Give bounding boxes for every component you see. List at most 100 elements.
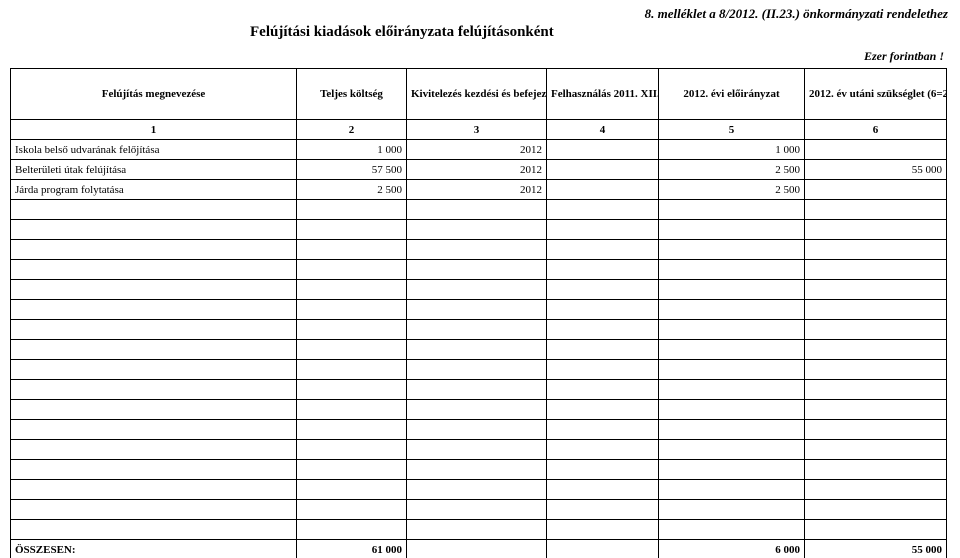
cell-blank [547,280,659,300]
cell-blank [297,220,407,240]
cell-blank [547,400,659,420]
cell-blank [407,480,547,500]
cell-blank [297,440,407,460]
cell-cost: 57 500 [297,160,407,180]
table-row [11,200,947,220]
col-header-plan: 2012. évi előirányzat [659,69,805,120]
cell-blank [407,520,547,540]
cell-blank [805,220,947,240]
cell-blank [547,360,659,380]
cell-blank [805,360,947,380]
cell-blank [659,300,805,320]
cell-years: 2012 [407,140,547,160]
cell-blank [11,420,297,440]
cell-blank [297,480,407,500]
table-row [11,320,947,340]
cell-blank [11,520,297,540]
page-title: Felújítási kiadások előirányzata felújít… [250,24,950,41]
cell-blank [547,340,659,360]
cell-blank [547,460,659,480]
cell-name: Belterületi útak felújítása [11,160,297,180]
cell-blank [407,320,547,340]
table-row [11,340,947,360]
cell-cost: 2 500 [297,180,407,200]
cell-blank [11,360,297,380]
col-header-name: Felújítás megnevezése [11,69,297,120]
col-header-after: 2012. év utáni szükséglet (6=2 - 4 - 5) [805,69,947,120]
table-row [11,520,947,540]
cell-blank [407,460,547,480]
cell-blank [297,380,407,400]
total-plan: 6 000 [659,540,805,558]
unit-note: Ezer forintban ! [10,49,944,64]
cell-blank [297,340,407,360]
cell-plan: 2 500 [659,180,805,200]
cell-cost: 1 000 [297,140,407,160]
col-header-cost: Teljes költség [297,69,407,120]
table-row: Iskola belső udvarának felőjítása1 00020… [11,140,947,160]
table-row [11,480,947,500]
cell-blank [297,300,407,320]
cell-blank [659,200,805,220]
col-header-use: Felhasználás 2011. XII.31-ig [547,69,659,120]
table-row [11,440,947,460]
cell-blank [659,360,805,380]
cell-use [547,160,659,180]
cell-blank [407,280,547,300]
cell-plan: 2 500 [659,160,805,180]
cell-blank [659,520,805,540]
cell-blank [659,280,805,300]
cell-blank [297,260,407,280]
cell-after: 55 000 [805,160,947,180]
cell-blank [407,240,547,260]
cell-blank [11,480,297,500]
cell-blank [547,320,659,340]
table-row [11,220,947,240]
table-body: Iskola belső udvarának felőjítása1 00020… [11,140,947,540]
total-label: ÖSSZESEN: [11,540,297,558]
cell-blank [11,380,297,400]
cell-blank [805,300,947,320]
col-header-years: Kivitelezés kezdési és befejezési éve [407,69,547,120]
cell-blank [659,240,805,260]
cell-use [547,140,659,160]
cell-blank [805,400,947,420]
cell-blank [297,500,407,520]
cell-blank [407,420,547,440]
total-cost: 61 000 [297,540,407,558]
cell-blank [547,420,659,440]
cell-blank [547,220,659,240]
cell-blank [297,200,407,220]
cell-blank [407,500,547,520]
cell-blank [805,440,947,460]
table-row [11,360,947,380]
cell-name: Járda program folytatása [11,180,297,200]
cell-years: 2012 [407,180,547,200]
cell-blank [805,340,947,360]
cell-after [805,140,947,160]
colnum-4: 4 [547,120,659,140]
cell-blank [297,520,407,540]
cell-blank [805,200,947,220]
cell-blank [11,240,297,260]
cell-blank [11,260,297,280]
table-row [11,260,947,280]
cell-blank [659,340,805,360]
cell-blank [407,340,547,360]
table-row [11,300,947,320]
cell-blank [659,480,805,500]
cell-blank [297,420,407,440]
cell-blank [805,240,947,260]
cell-blank [805,320,947,340]
cell-blank [659,260,805,280]
total-years [407,540,547,558]
colnum-6: 6 [805,120,947,140]
cell-blank [547,260,659,280]
cell-blank [11,280,297,300]
cell-blank [805,460,947,480]
table-row: Belterületi útak felújítása57 50020122 5… [11,160,947,180]
cell-blank [805,280,947,300]
table-header-row: Felújítás megnevezése Teljes költség Kiv… [11,69,947,120]
cell-blank [11,340,297,360]
cell-use [547,180,659,200]
